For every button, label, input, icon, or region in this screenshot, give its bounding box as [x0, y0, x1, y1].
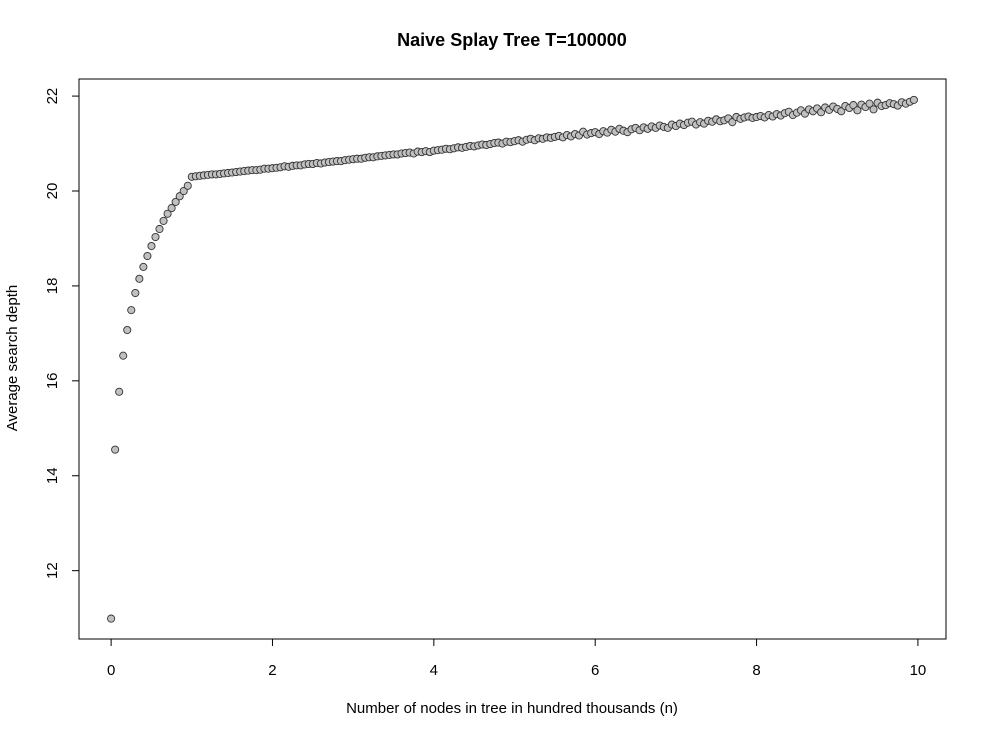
- x-tick-label: 8: [752, 662, 760, 679]
- y-tick-label: 20: [44, 183, 61, 200]
- point: [151, 232, 160, 242]
- x-tick-label: 2: [268, 662, 276, 679]
- point: [869, 105, 878, 114]
- point: [107, 614, 116, 623]
- y-tick-label: 14: [44, 467, 61, 484]
- point: [171, 197, 180, 206]
- y-axis-label: Average search depth: [4, 285, 21, 432]
- point: [728, 118, 737, 127]
- x-tick-label: 10: [910, 662, 927, 679]
- point: [139, 262, 148, 271]
- point: [167, 204, 176, 213]
- x-tick-label: 0: [107, 662, 115, 679]
- point: [115, 387, 124, 396]
- point: [163, 209, 172, 218]
- point: [111, 445, 120, 454]
- point: [865, 99, 874, 108]
- point: [127, 306, 136, 315]
- point: [909, 95, 918, 104]
- point: [123, 326, 132, 335]
- point: [175, 192, 184, 201]
- point: [143, 251, 152, 261]
- point: [183, 181, 192, 190]
- point: [147, 242, 156, 251]
- point: [135, 274, 144, 283]
- point: [159, 216, 168, 225]
- x-tick-label: 6: [591, 662, 599, 679]
- point: [179, 186, 188, 196]
- point: [131, 288, 140, 298]
- y-tick-label: 18: [44, 278, 61, 295]
- y-tick-label: 12: [44, 562, 61, 579]
- y-tick-label: 16: [44, 372, 61, 389]
- point: [119, 351, 128, 360]
- y-tick-label: 22: [44, 88, 61, 105]
- point: [849, 101, 858, 110]
- point: [155, 224, 164, 234]
- x-axis-label: Number of nodes in tree in hundred thous…: [346, 700, 678, 717]
- point: [837, 107, 846, 116]
- point: [853, 106, 862, 115]
- chart-title: Naive Splay Tree T=100000: [397, 30, 627, 50]
- x-tick-label: 4: [430, 662, 438, 679]
